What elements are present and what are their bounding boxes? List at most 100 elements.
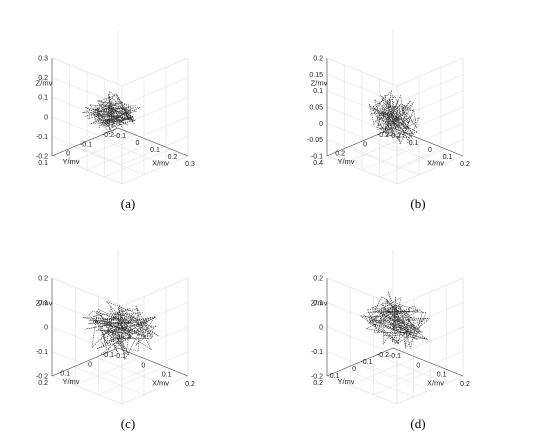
y-tick-label: 0 — [352, 366, 356, 373]
y-tick-label: 0.1 — [60, 371, 70, 378]
grid-line — [396, 74, 464, 103]
grid-line — [86, 141, 154, 171]
panel-label: (d) — [410, 416, 425, 431]
chart-panel-c: -0.100.10.2-0.100.10.2-0.2-0.100.10.2X/m… — [36, 250, 195, 431]
z-tick-label: -0.2 — [36, 374, 48, 381]
chart-panel-d: -0.100.10.2-0.2-0.100.10.2-0.2-0.100.10.… — [311, 250, 470, 431]
grid-line — [73, 146, 145, 175]
z-tick-label: 0 — [319, 325, 323, 332]
x-tick-label: 0.2 — [460, 161, 470, 168]
y-axis-line — [326, 347, 394, 377]
z-tick-label: 0.1 — [313, 300, 323, 307]
z-tick-label: -0.1 — [311, 154, 323, 161]
y-tick-label: 0.4 — [313, 160, 323, 167]
grid-line — [121, 351, 189, 380]
z-tick-label: 0 — [44, 114, 48, 121]
grid-line — [51, 155, 123, 185]
x-tick-label: 0 — [416, 362, 420, 369]
grid-line — [326, 155, 398, 185]
chart-panel-b: -0.2-0.100.10.2-0.200.20.4-0.1-0.0500.05… — [307, 30, 470, 211]
x-tick-label: 0 — [141, 362, 145, 369]
y-axis-label: Y/mv — [62, 377, 79, 386]
z-tick-label: 0.15 — [309, 72, 323, 79]
box-edge — [326, 277, 398, 307]
y-axis-line — [326, 127, 394, 157]
grid-line — [326, 351, 398, 380]
grid-line — [51, 326, 123, 356]
z-tick-label: 0.05 — [309, 105, 323, 112]
grid-line — [51, 351, 123, 380]
box-edge — [326, 57, 398, 87]
box-edge — [121, 57, 189, 87]
x-tick-label: 0.1 — [162, 372, 172, 379]
x-tick-label: -0.1 — [114, 353, 126, 360]
y-tick-label: -0.1 — [80, 141, 92, 148]
grid-line — [69, 134, 136, 164]
grid-line — [121, 77, 189, 106]
box-edge — [51, 57, 123, 87]
x-tick-label: -0.1 — [406, 140, 418, 147]
y-axis-label: Y/mv — [337, 377, 354, 386]
grid-line — [343, 368, 414, 398]
grid-line — [379, 148, 446, 178]
y-tick-label: -0.2 — [377, 352, 389, 359]
panel-label: (a) — [121, 196, 135, 211]
y-tick-label: 0 — [66, 151, 70, 158]
grid-line — [326, 326, 398, 356]
y-tick-label: 0.1 — [38, 160, 48, 167]
x-tick-label: 0.3 — [185, 161, 195, 168]
x-axis-line — [117, 347, 189, 377]
y-axis-label: Y/mv — [337, 157, 354, 166]
z-tick-label: -0.05 — [307, 137, 323, 144]
z-tick-label: -0.2 — [311, 374, 323, 381]
grid-line — [326, 375, 398, 405]
x-tick-label: 0 — [428, 147, 432, 154]
y-axis-line — [51, 127, 119, 157]
z-tick-label: 0.2 — [313, 276, 323, 283]
x-axis-label: X/mv — [427, 158, 444, 167]
y-axis-line — [51, 347, 119, 377]
box-edge — [51, 277, 123, 307]
z-tick-label: -0.1 — [36, 349, 48, 356]
grid-line — [104, 148, 171, 178]
z-tick-label: 0.3 — [38, 56, 48, 63]
x-tick-label: 0.1 — [443, 154, 453, 161]
chart-panel-a: -0.100.10.20.3-0.2-0.100.1-0.2-0.100.10.… — [36, 30, 195, 211]
grid-line — [73, 366, 145, 395]
grid-line — [51, 375, 123, 405]
y-tick-label: 0.2 — [335, 151, 345, 158]
z-tick-label: -0.1 — [311, 349, 323, 356]
x-axis-label: X/mv — [152, 378, 169, 387]
box-edge — [396, 57, 464, 87]
z-axis-label: Z/mv — [311, 298, 328, 307]
x-tick-label: -0.2 — [389, 133, 401, 140]
grid-line — [361, 141, 429, 171]
panel-label: (c) — [121, 416, 135, 431]
box-edge — [121, 277, 189, 307]
y-tick-label: -0.2 — [102, 132, 114, 139]
z-tick-label: 0.1 — [38, 95, 48, 102]
x-axis-label: X/mv — [152, 158, 169, 167]
grid-line — [121, 116, 189, 146]
grid-line — [396, 106, 464, 136]
x-axis-line — [117, 127, 189, 157]
x-tick-label: 0.1 — [437, 372, 447, 379]
grid-line — [376, 354, 447, 384]
box-edge — [396, 277, 464, 307]
z-tick-label: 0.1 — [313, 88, 323, 95]
y-tick-label: -0.1 — [102, 352, 114, 359]
y-tick-label: -0.1 — [360, 359, 372, 366]
x-tick-label: -0.1 — [389, 353, 401, 360]
grid-line — [95, 357, 167, 386]
vcg-trajectory — [359, 291, 430, 349]
grid-line — [121, 136, 189, 165]
vcg-trajectory — [82, 90, 141, 135]
grid-line — [396, 123, 464, 152]
x-axis-label: X/mv — [427, 378, 444, 387]
x-tick-label: 0 — [136, 140, 140, 147]
z-tick-label: -0.1 — [36, 134, 48, 141]
z-axis-label: Z/mv — [36, 298, 53, 307]
grid-line — [121, 326, 189, 356]
y-axis-label: Y/mv — [62, 157, 79, 166]
